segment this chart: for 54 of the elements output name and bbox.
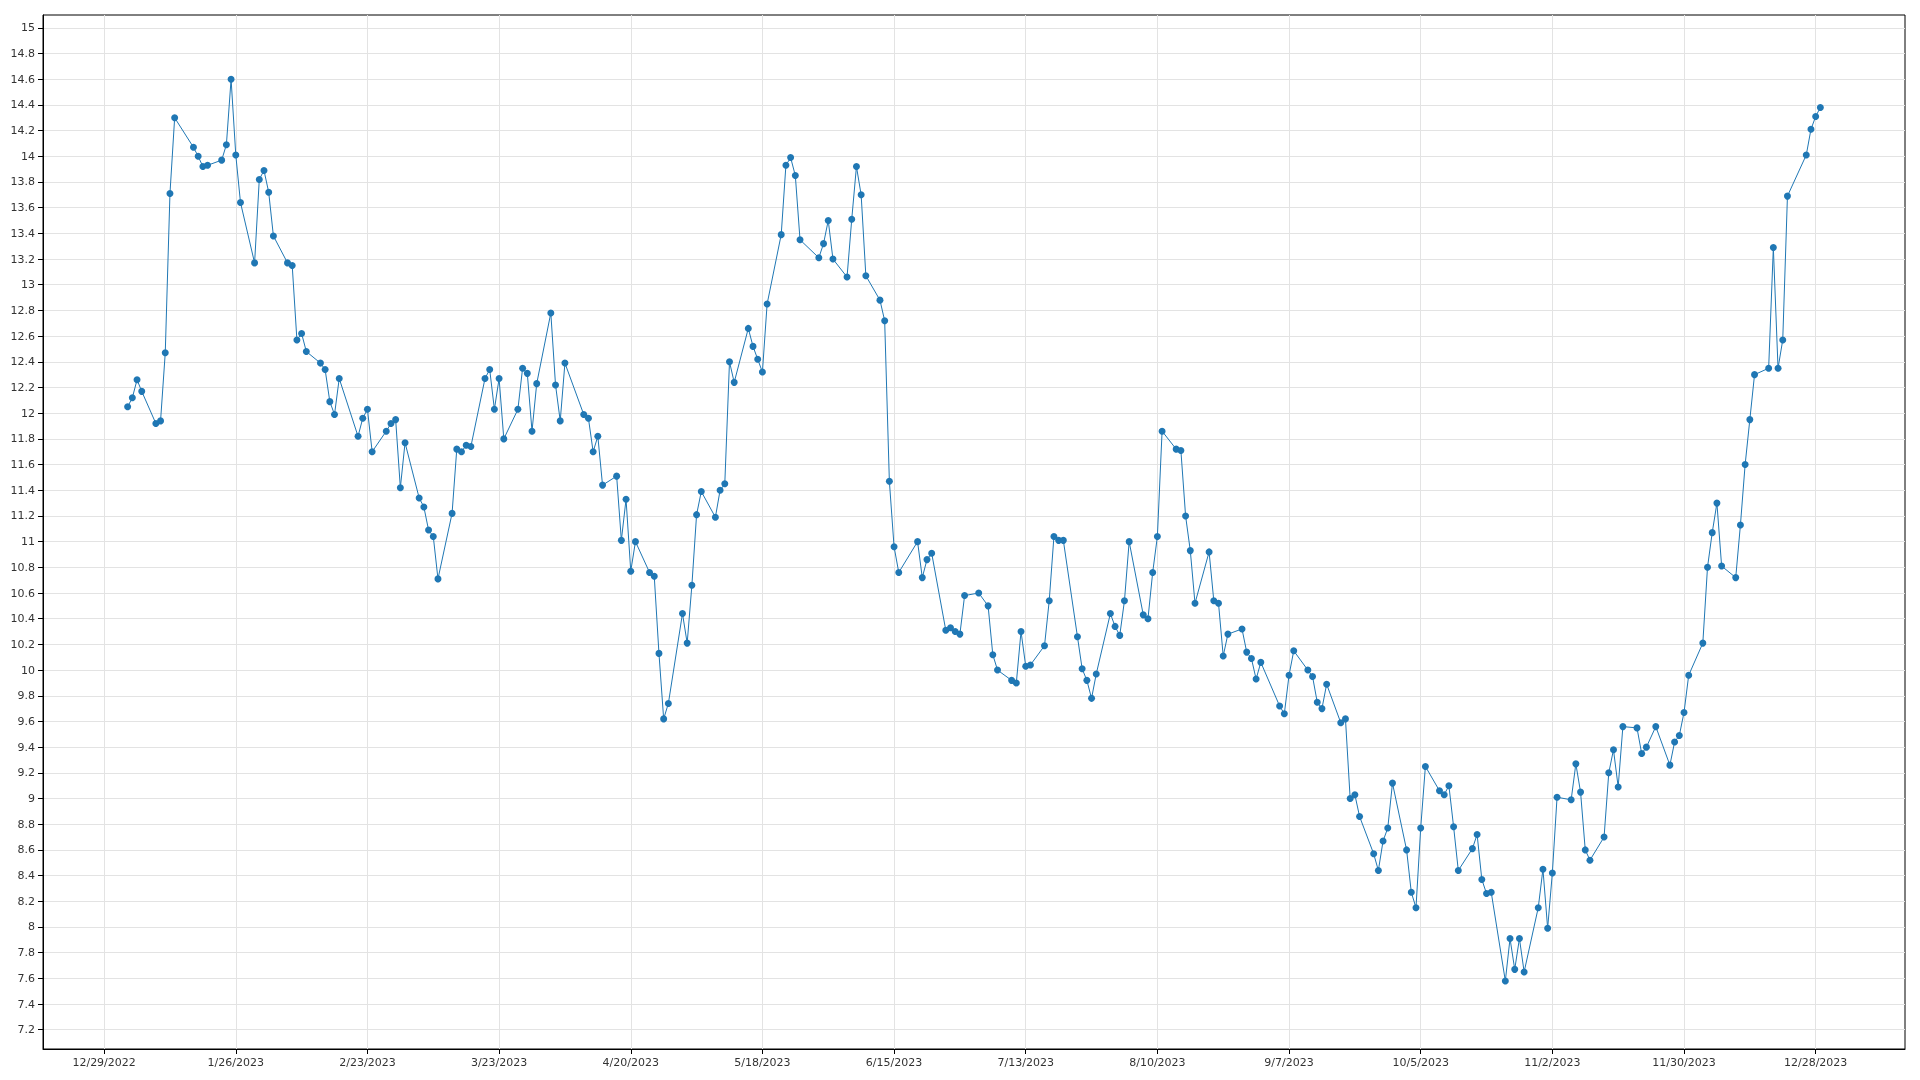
x-tick-label: 6/15/2023 [865,1056,923,1069]
x-tick-label: 11/2/2023 [1524,1056,1581,1069]
y-tick-label: 11.2 [10,509,35,523]
x-tick-label: 12/28/2023 [1783,1056,1848,1069]
y-tick-label: 8.2 [17,894,35,908]
y-tick-label: 13.4 [10,226,35,240]
y-tick-label: 14.2 [10,124,35,138]
y-tick-label: 14.6 [10,72,35,86]
y-tick-label: 10.4 [10,612,35,626]
y-tick-label: 13.2 [10,252,35,266]
y-tick-label: 15 [21,21,35,35]
x-tick-label: 1/26/2023 [207,1056,264,1069]
y-tick-label: 11.8 [10,432,35,446]
y-tick-label: 12.2 [10,381,35,394]
x-tick-label: 8/10/2023 [1129,1056,1186,1069]
y-tick-label: 12.8 [10,303,35,317]
y-tick-label: 10.2 [10,637,35,651]
y-tick-label: 13.8 [10,175,35,189]
x-tick-label: 9/7/2023 [1264,1056,1314,1069]
y-tick-label: 13.6 [10,201,35,215]
y-tick-label: 10.8 [10,560,35,574]
y-tick-label: 9.6 [17,714,35,728]
x-tick-label: 7/13/2023 [997,1056,1054,1069]
x-tick-label: 4/20/2023 [602,1056,659,1069]
y-tick-label: 12 [21,406,35,420]
y-tick-label: 12.6 [10,329,35,343]
y-tick-label: 7.2 [17,1023,35,1037]
y-tick-label: 11 [21,535,35,549]
y-tick-label: 8.6 [17,843,35,857]
y-tick-label: 7.4 [17,997,35,1011]
y-tick-label: 11.6 [10,458,35,472]
x-tick-label: 12/29/2022 [72,1056,136,1069]
y-tick-label: 10.6 [10,586,35,600]
y-tick-label: 14.4 [10,98,35,112]
y-tick-label: 8 [28,920,35,934]
x-tick-label: 11/30/2023 [1652,1056,1716,1069]
x-tick-label: 10/5/2023 [1392,1056,1449,1069]
y-tick-label: 9.4 [17,740,35,754]
y-tick-label: 14 [21,149,35,163]
y-tick-label: 14.8 [10,47,35,61]
x-tick-label: 2/23/2023 [339,1056,396,1069]
y-tick-label: 11.4 [10,483,35,497]
y-tick-label: 10 [21,663,35,677]
y-tick-label: 12.4 [10,355,35,369]
y-tick-label: 13 [21,278,35,292]
y-tick-label: 8.4 [17,869,35,883]
y-tick-label: 9 [28,792,35,806]
y-tick-label: 7.8 [17,946,35,960]
y-tick-label: 8.8 [17,817,35,831]
y-tick-label: 9.2 [17,766,35,780]
x-tick-label: 5/18/2023 [734,1056,791,1069]
y-tick-label: 7.6 [17,971,35,985]
x-tick-label: 3/23/2023 [470,1056,528,1069]
y-tick-label: 9.8 [17,689,35,703]
